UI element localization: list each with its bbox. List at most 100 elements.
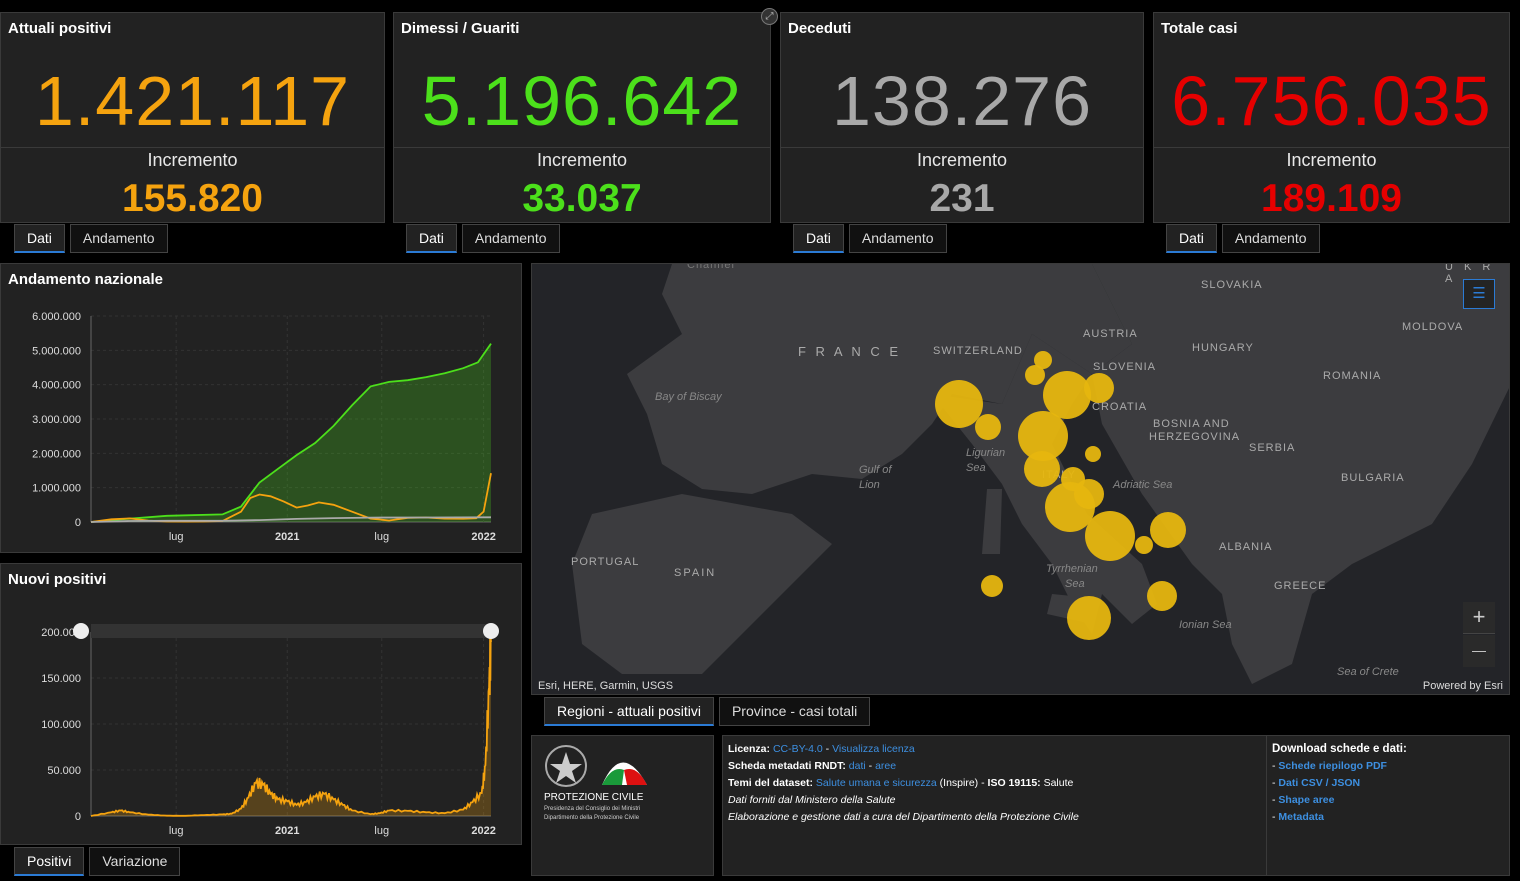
region-bubble[interactable]: [1074, 479, 1104, 509]
map-label: GREECE: [1274, 580, 1327, 592]
map-label: HUNGARY: [1192, 342, 1254, 354]
iso-value: Salute: [1043, 777, 1074, 789]
logo-subtitle: Presidenza del Consiglio dei Ministri: [544, 806, 641, 812]
x-tick-label: lug: [169, 531, 184, 543]
card-increment-value: 155.820: [122, 177, 263, 220]
tab-andamento[interactable]: Andamento: [69, 224, 168, 253]
visualizza-licenza-link[interactable]: Visualizza licenza: [832, 743, 915, 755]
tab-andamento[interactable]: Andamento: [1221, 224, 1320, 253]
protezione-civile-logo: [545, 745, 647, 787]
tab-positivi[interactable]: Positivi: [14, 847, 85, 876]
map-label: CROATIA: [1092, 401, 1148, 413]
x-tick-label: lug: [374, 531, 389, 543]
y-tick-label: 5.000.000: [32, 345, 81, 357]
y-tick-label: 0: [75, 811, 81, 823]
sea-label: Ligurian: [966, 447, 1006, 459]
map-label: BULGARIA: [1341, 472, 1405, 484]
y-tick-label: 2.000.000: [32, 448, 81, 460]
info-panel: Licenza: CC-BY-4.0 - Visualizza licenza …: [722, 735, 1510, 876]
sea-label: Gulf of: [859, 464, 892, 476]
download-link-csv[interactable]: Dati CSV / JSON: [1278, 777, 1361, 789]
map-label: SWITZERLAND: [933, 345, 1023, 357]
legend-list-icon[interactable]: ☰: [1463, 279, 1495, 309]
region-bubble[interactable]: [1018, 411, 1068, 461]
download-link-metadata[interactable]: Metadata: [1278, 811, 1324, 823]
andamento-nazionale-panel: Andamento nazionale 0 1.000.000 2.000.000 3…: [0, 263, 522, 553]
region-bubble[interactable]: [1085, 511, 1135, 561]
map-label: PORTUGAL: [571, 556, 640, 568]
elaborazione-text: Elaborazione e gestione dati a cura del …: [728, 811, 1079, 823]
nuovi-positivi-chart: 0 50.000 100.000 150.000 200.000 lug 2021 lug 20…: [41, 623, 499, 837]
andamento-chart: 0 1.000.000 2.000.000 3.000.000 4.000.000 5.0…: [32, 311, 496, 543]
card-dimessi-guariti: Dimessi / Guariti 5.196.642 Incremento 3…: [393, 12, 771, 223]
download-link-shape[interactable]: Shape aree: [1278, 794, 1335, 806]
zoom-out-button[interactable]: —: [1463, 635, 1495, 667]
tab-variazione[interactable]: Variazione: [89, 847, 181, 876]
tab-andamento[interactable]: Andamento: [461, 224, 560, 253]
sea-label: Ionian Sea: [1179, 619, 1232, 631]
card-increment-value: 231: [929, 177, 995, 220]
x-tick-label: lug: [169, 825, 184, 837]
logo-title: PROTEZIONE CIVILE: [544, 792, 644, 803]
map-attribution: Esri, HERE, Garmin, USGS: [538, 680, 674, 692]
series-line: [90, 636, 492, 817]
tab-regioni[interactable]: Regioni - attuali positivi: [544, 697, 714, 726]
region-bubbles: [935, 351, 1186, 640]
license-link[interactable]: CC-BY-4.0: [772, 743, 823, 755]
region-bubble[interactable]: [1025, 365, 1045, 385]
region-bubble[interactable]: [1024, 451, 1060, 487]
y-tick-label: 1.000.000: [32, 483, 81, 495]
range-slider-track: [91, 624, 491, 638]
logo-panel: PROTEZIONE CIVILE Presidenza del Consigl…: [531, 735, 714, 876]
region-bubble[interactable]: [1043, 371, 1091, 419]
map-label: ROMANIA: [1323, 370, 1382, 382]
download-title: Download schede e dati:: [1272, 743, 1407, 755]
tab-dati[interactable]: Dati: [406, 224, 457, 253]
region-bubble[interactable]: [981, 575, 1003, 597]
map[interactable]: Channel U K R A F R A N C E SWITZERLAND …: [531, 263, 1510, 695]
x-tick-label: 2022: [471, 825, 495, 837]
card-increment-label: Incremento: [1286, 150, 1377, 170]
region-bubble[interactable]: [1067, 596, 1111, 640]
tab-dati[interactable]: Dati: [1166, 224, 1217, 253]
region-bubble[interactable]: [1085, 446, 1101, 462]
separator: -: [865, 760, 876, 772]
region-bubble[interactable]: [1084, 373, 1114, 403]
region-bubble[interactable]: [975, 414, 1001, 440]
x-tick-label: 2021: [275, 531, 299, 543]
tab-dati[interactable]: Dati: [14, 224, 65, 253]
range-slider-handle-right: [483, 623, 499, 639]
powered-by-esri[interactable]: Powered by Esri: [1422, 680, 1503, 692]
series-line: [90, 516, 492, 523]
y-tick-label: 3.000.000: [32, 414, 81, 426]
tab-dati[interactable]: Dati: [793, 224, 844, 253]
map-label: SLOVENIA: [1093, 361, 1157, 373]
fonte-text: Dati forniti dal Ministero della Salute: [728, 794, 896, 806]
y-tick-label: 150.000: [41, 673, 81, 685]
download-link-pdf[interactable]: Schede riepilogo PDF: [1278, 760, 1387, 772]
region-bubble[interactable]: [935, 380, 983, 428]
tab-andamento[interactable]: Andamento: [848, 224, 947, 253]
chart-title: Nuovi positivi: [8, 571, 107, 588]
y-tick-label: 4.000.000: [32, 380, 81, 392]
iso-label: ISO 19115:: [987, 777, 1041, 789]
licenza-label: Licenza:: [728, 743, 771, 755]
card-increment-label: Incremento: [536, 150, 628, 170]
region-bubble[interactable]: [1034, 351, 1052, 369]
dati-link[interactable]: dati: [848, 760, 866, 772]
zoom-in-button[interactable]: +: [1463, 602, 1495, 634]
map-label: F R A N C E: [798, 344, 902, 359]
inspire-text: (Inspire) -: [939, 777, 985, 789]
region-bubble[interactable]: [1147, 581, 1177, 611]
tab-province[interactable]: Province - casi totali: [718, 697, 871, 726]
expand-icon[interactable]: ⤢: [761, 8, 778, 25]
separator: -: [822, 743, 833, 755]
region-bubble[interactable]: [1150, 512, 1186, 548]
map-label: AUSTRIA: [1083, 328, 1138, 340]
y-tick-label: 50.000: [47, 765, 81, 777]
region-bubble[interactable]: [1135, 536, 1153, 554]
temi-link[interactable]: Salute umana e sicurezza: [815, 777, 937, 789]
aree-link[interactable]: aree: [875, 760, 897, 772]
logo-subtitle: Dipartimento della Protezione Civile: [544, 815, 640, 821]
y-tick-label: 100.000: [41, 719, 81, 731]
